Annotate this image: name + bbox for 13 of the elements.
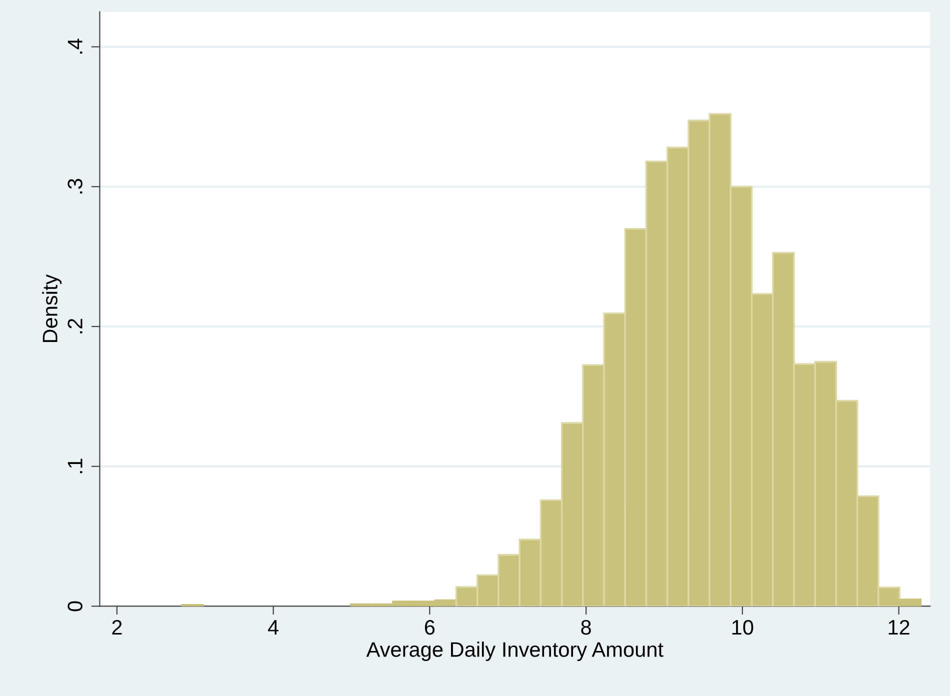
y-tick-label: .3 — [68, 178, 82, 194]
y-tick-label: .4 — [68, 38, 82, 54]
y-tick-label: .1 — [68, 458, 82, 474]
x-tick-label: 2 — [112, 620, 122, 635]
y-tick-label: .2 — [68, 318, 82, 334]
x-tick-label: 10 — [732, 620, 754, 635]
x-tick-label: 6 — [424, 620, 435, 635]
x-tick-label: 4 — [268, 620, 278, 635]
x-tick-label: 12 — [888, 620, 910, 635]
x-tick-label: 8 — [581, 620, 591, 635]
y-tick-label: 0 — [68, 601, 82, 612]
x-axis-title: Average Daily Inventory Amount — [366, 642, 664, 662]
y-axis-title: Density — [42, 274, 62, 342]
